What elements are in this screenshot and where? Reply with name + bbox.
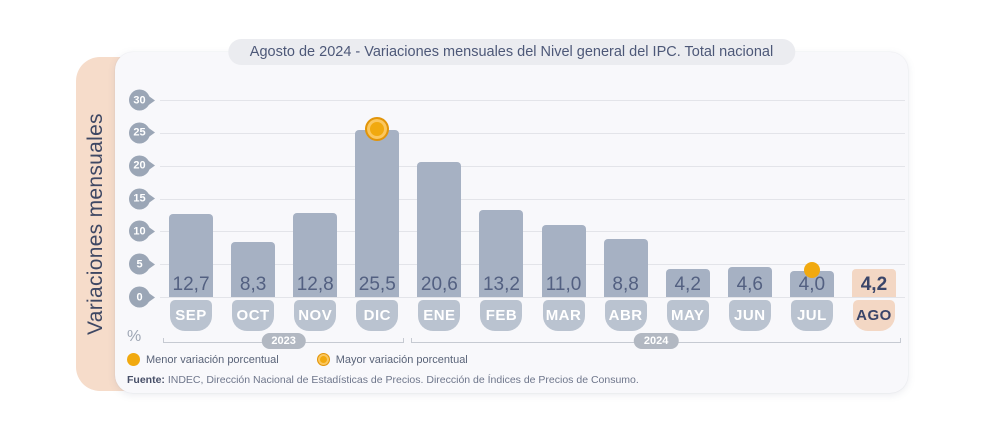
bar-value-ENE: 20,6 [420, 273, 458, 295]
month-label-DIC: DIC [356, 300, 399, 331]
bar-value-SEP: 12,7 [172, 273, 210, 295]
gridline [160, 165, 905, 167]
gridline [160, 132, 905, 134]
y-tick-5: 5 [129, 253, 150, 275]
bar-OCT: 8,3 [231, 242, 276, 297]
percent-unit-label: % [127, 328, 142, 345]
month-label-ABR: ABR [604, 300, 647, 331]
y-tick-10: 10 [129, 220, 150, 242]
chart-title: Agosto de 2024 - Variaciones mensuales d… [227, 39, 796, 65]
legend-item: Mayor variación porcentual [316, 353, 468, 366]
month-label-JUL: JUL [790, 300, 833, 331]
legend-label: Menor variación porcentual [146, 353, 279, 366]
bar-ENE: 20,6 [417, 161, 462, 297]
bar-value-MAR: 11,0 [545, 273, 582, 295]
chart-card: Agosto de 2024 - Variaciones mensuales d… [115, 39, 908, 393]
bar-value-AGO: 4,2 [860, 273, 888, 295]
bar-value-DIC: 25,5 [358, 273, 396, 295]
y-tick-20: 20 [129, 155, 150, 177]
gridline [160, 231, 905, 233]
month-axis: SEP OCT NOV DIC ENE FEB MAR ABR MAY JUN JUL AGO [160, 300, 905, 331]
bar-DIC: 25,5 [355, 129, 400, 297]
plot-area: 30 25 20 15 10 5 0 12,7 8,3 12,8 25,5 20,6 13,2 11,0 8… [129, 89, 905, 308]
month-label-JUN: JUN [728, 300, 771, 331]
y-tick-30: 30 [129, 89, 150, 111]
bar-AGO: 4,2 [851, 269, 896, 297]
solid-dot-icon [127, 353, 140, 366]
gridline [160, 264, 905, 266]
year-pill-2023: 2023 [261, 333, 306, 349]
bar-SEP: 12,7 [169, 213, 214, 297]
month-label-AGO: AGO [852, 300, 895, 331]
source-prefix: Fuente: [127, 374, 165, 386]
month-label-MAY: MAY [666, 300, 709, 331]
bar-MAY: 4,2 [665, 269, 710, 297]
source-text: INDEC, Dirección Nacional de Estadística… [164, 374, 639, 386]
y-axis-title: Variaciones mensuales [84, 113, 107, 335]
bar-JUN: 4,6 [727, 266, 772, 297]
bar-value-NOV: 12,8 [296, 273, 334, 295]
y-tick-15: 15 [129, 188, 150, 209]
legend: Menor variación porcentual Mayor variació… [127, 353, 468, 366]
bar-value-JUL: 4,0 [798, 273, 826, 295]
bar-ABR: 8,8 [603, 239, 648, 297]
bar-MAR: 11,0 [541, 224, 586, 297]
legend-item: Menor variación porcentual [127, 353, 279, 366]
month-label-NOV: NOV [294, 300, 337, 331]
month-label-OCT: OCT [232, 300, 275, 331]
min-variation-marker-icon [803, 261, 820, 278]
bar-value-MAY: 4,2 [674, 273, 701, 295]
gridline [160, 198, 905, 200]
gridline [160, 100, 905, 101]
month-label-MAR: MAR [542, 300, 585, 331]
y-tick-25: 25 [129, 122, 150, 144]
bar-value-JUN: 4,6 [736, 273, 763, 295]
year-pill-2024: 2024 [633, 333, 679, 349]
month-label-ENE: ENE [418, 300, 461, 331]
max-variation-marker-icon [365, 116, 390, 141]
bar-FEB: 13,2 [479, 210, 524, 297]
bar-NOV: 12,8 [293, 212, 338, 297]
month-label-FEB: FEB [480, 300, 523, 331]
bar-value-OCT: 8,3 [239, 273, 267, 295]
gridline [160, 297, 905, 298]
bar-value-FEB: 13,2 [482, 273, 520, 295]
y-tick-0: 0 [129, 286, 150, 308]
legend-label: Mayor variación porcentual [335, 353, 468, 366]
source-note: Fuente: INDEC, Dirección Nacional de Est… [127, 374, 639, 386]
month-label-SEP: SEP [170, 300, 213, 331]
ring-dot-icon [316, 353, 330, 366]
bar-value-ABR: 8,8 [612, 273, 639, 295]
